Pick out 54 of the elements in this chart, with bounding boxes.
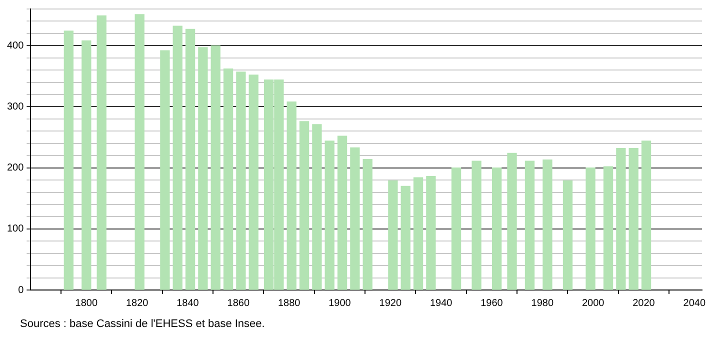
bar [236, 72, 246, 290]
source-note: Sources : base Cassini de l'EHESS et base Insee. [20, 318, 265, 330]
bar [451, 167, 462, 290]
bar [312, 124, 322, 290]
x-tick-label: 1860 [227, 298, 250, 309]
bar [603, 166, 614, 290]
x-tick-label: 1940 [430, 298, 453, 309]
y-tick-label: 300 [6, 101, 24, 112]
bar [628, 148, 638, 290]
x-tick-label: 1820 [126, 298, 149, 309]
bar [400, 186, 410, 290]
bar [472, 160, 482, 290]
bar [641, 140, 652, 290]
bar [223, 68, 234, 290]
bar [82, 40, 92, 290]
bar [324, 140, 334, 290]
x-tick-label: 2000 [582, 298, 605, 309]
x-tick-label: 1960 [480, 298, 504, 309]
bar [185, 28, 196, 290]
bar [524, 160, 535, 290]
bar [413, 177, 424, 290]
y-tick-label: 0 [18, 284, 24, 296]
bar [172, 26, 182, 290]
bar [350, 147, 360, 290]
bar [64, 30, 74, 290]
bar [562, 180, 573, 290]
x-tick-label: 1840 [176, 298, 200, 309]
x-tick-label: 1900 [328, 298, 352, 309]
x-tick-label: 2040 [683, 298, 706, 309]
bar [286, 102, 296, 290]
bar [198, 47, 208, 290]
bar [362, 158, 372, 290]
bar [542, 160, 552, 290]
bar [248, 74, 258, 290]
y-tick-label: 200 [6, 162, 24, 174]
bar [388, 180, 398, 290]
y-tick-label: 100 [6, 224, 24, 235]
bar [507, 152, 517, 290]
bar [210, 45, 220, 290]
bar [492, 167, 502, 290]
bar [299, 121, 310, 290]
x-tick-label: 1880 [278, 298, 301, 309]
x-tick-label: 1920 [379, 298, 402, 309]
x-tick-label: 1980 [531, 298, 554, 309]
bar [616, 148, 626, 290]
bar [586, 167, 596, 290]
y-tick-label: 400 [6, 40, 24, 52]
bar [96, 15, 106, 290]
bar [426, 176, 436, 290]
bar [134, 14, 144, 290]
bar [160, 50, 170, 290]
x-tick-label: 2020 [632, 298, 656, 309]
x-tick-label: 1800 [75, 298, 98, 309]
bar [337, 136, 348, 290]
